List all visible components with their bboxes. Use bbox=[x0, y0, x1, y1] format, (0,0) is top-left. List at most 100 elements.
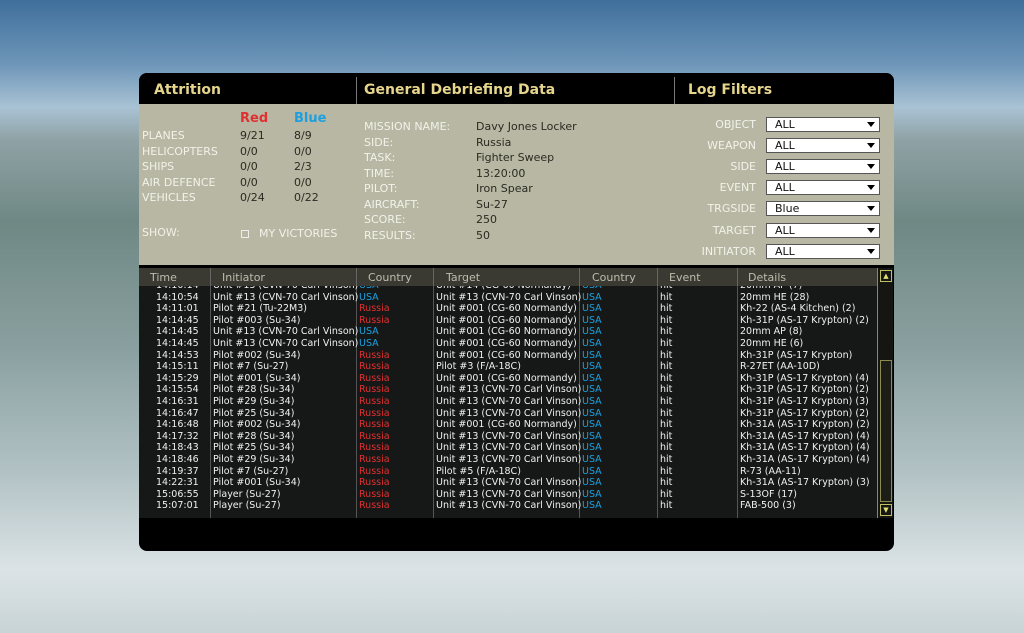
general-title: General Debriefing Data bbox=[364, 82, 556, 98]
scroll-down[interactable]: ▼ bbox=[880, 504, 892, 516]
log-cell: hit bbox=[660, 372, 673, 384]
log-cell: hit bbox=[660, 349, 673, 361]
log-cell: 14:15:11 bbox=[156, 361, 199, 373]
column-header[interactable]: Initiator bbox=[222, 271, 265, 284]
red-count: 0/24 bbox=[240, 191, 265, 204]
log-cell: hit bbox=[660, 396, 673, 407]
column-header[interactable]: Target bbox=[446, 271, 481, 284]
attrition-label: SHIPS bbox=[142, 160, 175, 173]
column-divider bbox=[657, 268, 658, 286]
field-value: Russia bbox=[476, 135, 512, 149]
blue-count: 0/0 bbox=[294, 175, 312, 189]
log-cell: Kh-31P (AS-17 Krypton) (2) bbox=[740, 384, 869, 396]
log-cell: hit bbox=[660, 338, 673, 349]
red-count: 9/21 bbox=[240, 129, 265, 142]
checkbox[interactable] bbox=[241, 230, 249, 238]
log-cell: hit bbox=[660, 407, 673, 419]
log-cell: 14:16:48 bbox=[156, 419, 199, 431]
filters-title: Log Filters bbox=[688, 82, 773, 98]
column-divider bbox=[657, 286, 658, 518]
filter-select[interactable]: ALL bbox=[766, 180, 880, 196]
log-cell: Pilot #002 (Su-34) bbox=[213, 349, 301, 361]
column-header[interactable]: Country bbox=[592, 271, 636, 284]
blue-count: 8/9 bbox=[294, 129, 312, 142]
red-count: 0/0 bbox=[240, 160, 258, 173]
field-value: 250 bbox=[476, 213, 497, 226]
filter-select[interactable]: ALL bbox=[766, 243, 880, 259]
scroll-thumb[interactable] bbox=[880, 360, 892, 502]
log-cell: Russia bbox=[359, 454, 390, 465]
log-cell: Player (Su-27) bbox=[213, 500, 281, 512]
log-cell: USA bbox=[582, 286, 602, 291]
attrition-title: Attrition bbox=[154, 82, 221, 98]
log-cell: Unit #001 (CG-60 Normandy) bbox=[436, 419, 577, 431]
log-cell: Unit #001 (CG-60 Normandy) bbox=[436, 314, 577, 326]
red-count: 0/0 bbox=[240, 144, 258, 158]
field-value: 13:20:00 bbox=[476, 166, 526, 180]
filter-select[interactable]: ALL bbox=[766, 138, 880, 154]
log-cell: USA bbox=[359, 291, 379, 303]
log-header: Time Initiator Country Target Country Event De… bbox=[139, 268, 877, 286]
log-cell: Russia bbox=[359, 430, 390, 442]
column-header[interactable]: Country bbox=[368, 271, 412, 284]
log-cell: Russia bbox=[359, 349, 390, 361]
log-cell: hit bbox=[660, 454, 673, 465]
log-cell: USA bbox=[582, 314, 602, 326]
log-cell: Unit #13 (CVN-70 Carl Vinson) bbox=[436, 488, 582, 500]
log-cell: USA bbox=[582, 303, 602, 315]
log-cell: Pilot #28 (Su-34) bbox=[213, 384, 295, 396]
log-cell: Pilot #25 (Su-34) bbox=[213, 442, 295, 454]
log-cell: Unit #13 (CVN-70 Carl Vinson) bbox=[436, 442, 582, 454]
log-cell: Pilot #29 (Su-34) bbox=[213, 396, 295, 407]
log-cell: R-27ET (AA-10D) bbox=[740, 361, 820, 373]
log-cell: USA bbox=[582, 291, 602, 303]
log-cell: Kh-31A (AS-17 Krypton) (4) bbox=[740, 454, 870, 465]
field-value: Su-27 bbox=[476, 197, 508, 211]
log-cell: Unit #13 (CVN-70 Carl Vinson) bbox=[436, 384, 582, 396]
log-cell: R-73 (AA-11) bbox=[740, 465, 801, 477]
log-cell: hit bbox=[660, 430, 673, 442]
log-cell: USA bbox=[359, 338, 379, 349]
red-count: 0/0 bbox=[240, 175, 258, 189]
log-cell: 14:14:45 bbox=[156, 338, 199, 349]
column-divider bbox=[579, 286, 580, 518]
log-cell: Unit #13 (CVN-70 Carl Vinson) bbox=[436, 291, 582, 303]
column-header[interactable]: Event bbox=[669, 271, 701, 284]
blue-count: 0/0 bbox=[294, 144, 312, 158]
filter-select[interactable]: ALL bbox=[766, 222, 880, 238]
scrollbar[interactable]: ▲ ▼ bbox=[877, 268, 893, 518]
column-header[interactable]: Details bbox=[748, 271, 787, 284]
log-cell: 15:07:01 bbox=[156, 500, 199, 512]
filter-label: WEAPON bbox=[707, 139, 756, 153]
log-cell: 14:16:47 bbox=[156, 407, 199, 419]
blue-count: 0/22 bbox=[294, 191, 319, 204]
log-cell: Pilot #001 (Su-34) bbox=[213, 372, 301, 384]
my-victories-label[interactable]: MY VICTORIES bbox=[259, 227, 338, 240]
filter-select[interactable]: Blue bbox=[766, 201, 880, 217]
field-value: Iron Spear bbox=[476, 182, 533, 195]
log-cell: Russia bbox=[359, 303, 390, 315]
log-cell: 20mm HE (6) bbox=[740, 338, 804, 349]
column-header[interactable]: Time bbox=[150, 271, 177, 284]
log-cell: Unit #13 (CVN-70 Carl Vinson) bbox=[436, 407, 582, 419]
log-cell: Pilot #001 (Su-34) bbox=[213, 477, 301, 489]
field-label: SCORE: bbox=[364, 213, 406, 226]
log-cell: 20mm HE (28) bbox=[740, 291, 810, 303]
filter-select[interactable]: ALL bbox=[766, 159, 880, 175]
scroll-up[interactable]: ▲ bbox=[880, 270, 892, 282]
log-cell: USA bbox=[359, 326, 379, 338]
log-cell: 14:14:45 bbox=[156, 326, 199, 338]
log-cell: hit bbox=[660, 361, 673, 373]
filter-label: EVENT bbox=[719, 181, 756, 195]
log-cell: Unit #13 (CVN-70 Carl Vinson) bbox=[436, 477, 582, 489]
log-cell: Unit #001 (CG-60 Normandy) bbox=[436, 303, 577, 315]
log-cell: S-13OF (17) bbox=[740, 488, 798, 500]
log-cell: Kh-22 (AS-4 Kitchen) (2) bbox=[740, 303, 856, 315]
log-cell: USA bbox=[582, 349, 602, 361]
log-cell: 14:22:31 bbox=[156, 477, 199, 489]
log-cell: hit bbox=[660, 419, 673, 431]
log-cell: hit bbox=[660, 314, 673, 326]
log-cell: 14:16:31 bbox=[156, 396, 199, 407]
filter-select[interactable]: ALL bbox=[766, 117, 880, 132]
